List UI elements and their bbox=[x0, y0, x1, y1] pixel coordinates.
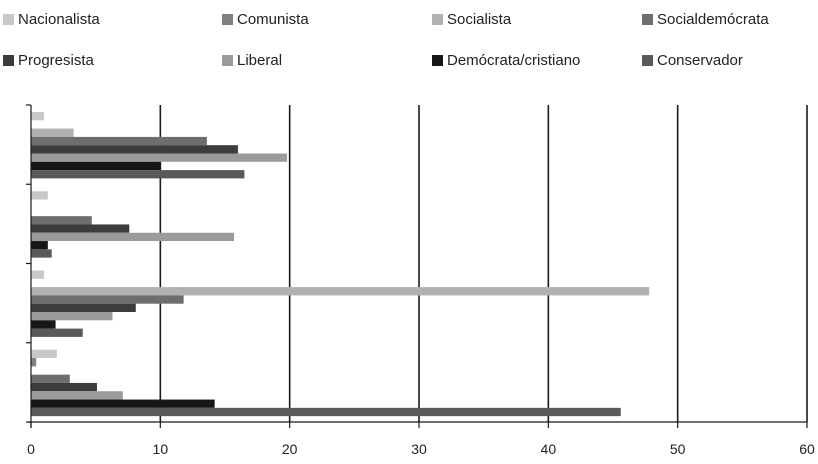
bar bbox=[31, 349, 57, 359]
x-tick-label: 60 bbox=[799, 441, 815, 457]
x-tick-label: 0 bbox=[27, 441, 35, 457]
legend-swatch bbox=[222, 54, 233, 66]
bar bbox=[31, 224, 130, 233]
bar bbox=[31, 303, 136, 312]
legend-label: Conservador bbox=[657, 51, 743, 69]
bar bbox=[31, 382, 97, 392]
legend-swatch bbox=[432, 54, 443, 66]
bar bbox=[31, 170, 245, 179]
legend-label: Socialista bbox=[447, 10, 512, 28]
legend-swatch bbox=[222, 13, 233, 25]
x-tick-label: 50 bbox=[670, 441, 686, 457]
bar bbox=[31, 328, 83, 337]
bar bbox=[31, 391, 123, 400]
bar bbox=[31, 153, 288, 162]
bar bbox=[31, 112, 44, 121]
bar bbox=[31, 136, 207, 146]
legend-item: Progresista bbox=[3, 50, 94, 70]
bar bbox=[31, 145, 238, 154]
x-tick-label: 40 bbox=[541, 441, 557, 457]
bar bbox=[31, 287, 650, 296]
legend-item: Liberal bbox=[222, 50, 282, 70]
bar bbox=[31, 241, 48, 250]
legend-label: Liberal bbox=[237, 51, 283, 69]
x-tick-label: 20 bbox=[282, 441, 298, 457]
bar bbox=[31, 407, 621, 417]
bar bbox=[31, 320, 56, 329]
legend-item: Demócrata/cristiano bbox=[432, 50, 580, 70]
bar bbox=[31, 399, 215, 408]
bar bbox=[31, 128, 74, 137]
legend-label: Demócrata/cristiano bbox=[447, 51, 581, 69]
bar bbox=[31, 270, 44, 279]
legend-swatch bbox=[432, 13, 443, 25]
legend-label: Socialdemócrata bbox=[657, 10, 769, 28]
legend-swatch bbox=[642, 13, 653, 25]
x-tick-label: 30 bbox=[411, 441, 427, 457]
legend-swatch bbox=[3, 13, 14, 25]
bar bbox=[31, 312, 113, 321]
bar bbox=[31, 374, 70, 383]
legend-item: Socialista bbox=[432, 9, 511, 29]
legend-label: Nacionalista bbox=[18, 10, 100, 28]
legend-swatch bbox=[3, 54, 14, 66]
legend-item: Comunista bbox=[222, 9, 309, 29]
bar bbox=[31, 249, 52, 258]
bar bbox=[31, 191, 48, 200]
legend-swatch bbox=[642, 54, 653, 66]
legend-label: Comunista bbox=[237, 10, 309, 28]
legend-label: Progresista bbox=[18, 51, 94, 69]
chart-legend: Nacionalista Comunista Socialista Socialdem… bbox=[0, 0, 818, 80]
bar bbox=[31, 216, 92, 225]
bar bbox=[31, 232, 235, 242]
legend-item: Socialdemócrata bbox=[642, 9, 769, 29]
legend-item: Nacionalista bbox=[3, 9, 100, 29]
bar bbox=[31, 295, 184, 304]
bar bbox=[31, 161, 161, 171]
x-tick-label: 10 bbox=[153, 441, 169, 457]
legend-item: Conservador bbox=[642, 50, 743, 70]
bar bbox=[31, 358, 37, 367]
